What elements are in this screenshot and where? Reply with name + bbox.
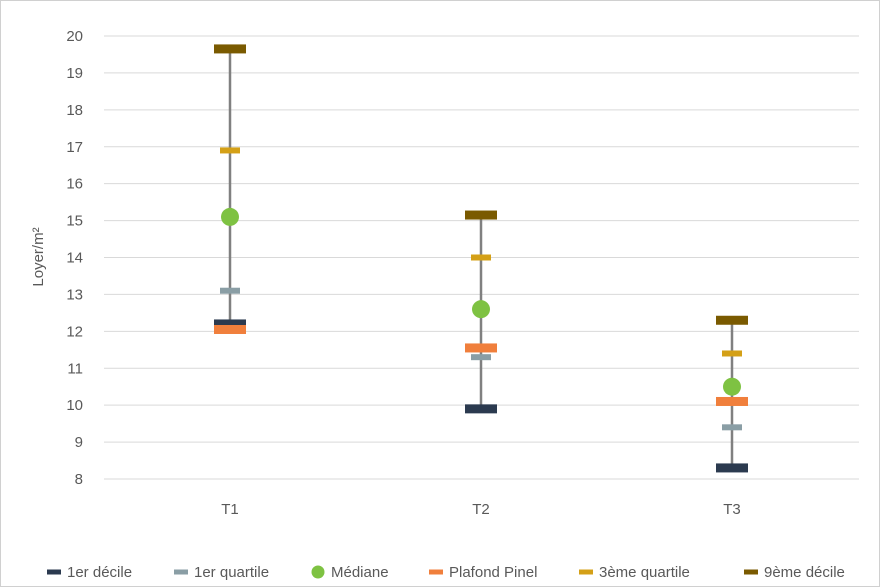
legend: 1er décile 1er quartile Médiane Plafond Pin…	[47, 564, 845, 581]
mark-3-me-quartile	[220, 147, 240, 154]
x-tick-label: T2	[472, 501, 490, 518]
mark-plafond-pinel	[716, 396, 748, 406]
legend-label: Plafond Pinel	[449, 564, 537, 581]
legend-item-1er-quartile: 1er quartile	[174, 564, 269, 581]
legend-swatch	[579, 569, 593, 575]
mark-1er-quartile	[471, 354, 491, 361]
mark-m-diane	[472, 300, 490, 319]
legend-label: 3ème quartile	[599, 564, 690, 581]
y-tick-label: 20	[66, 28, 83, 45]
legend-swatch	[311, 565, 325, 579]
legend-item-1er-d-cile: 1er décile	[47, 564, 132, 581]
y-tick-label: 11	[67, 360, 83, 377]
y-tick-label: 10	[66, 397, 83, 414]
x-tick-label: T1	[221, 501, 239, 518]
data-marks	[214, 44, 748, 473]
y-axis-ticks: 8 9 10 11 12 13 14 15 16 17 18 19 20	[66, 28, 83, 488]
mark-plafond-pinel	[465, 343, 497, 353]
y-axis-label: Loyer/m²	[30, 227, 47, 286]
mark-m-diane	[723, 377, 741, 396]
legend-item-plafond-pinel: Plafond Pinel	[429, 564, 537, 581]
y-tick-label: 14	[66, 250, 83, 267]
y-tick-label: 13	[66, 286, 83, 303]
legend-swatch	[744, 569, 758, 575]
mark-3-me-quartile	[471, 254, 491, 261]
legend-label: Médiane	[331, 564, 389, 581]
legend-label: 1er décile	[67, 564, 132, 581]
mark-1er-d-cile	[465, 404, 497, 414]
legend-item-9-me-d-cile: 9ème décile	[744, 564, 845, 581]
mark-m-diane	[221, 207, 239, 226]
y-tick-label: 16	[66, 176, 83, 193]
legend-label: 1er quartile	[194, 564, 269, 581]
y-tick-label: 17	[66, 139, 83, 156]
legend-label: 9ème décile	[764, 564, 845, 581]
mark-plafond-pinel	[214, 324, 246, 334]
legend-swatch	[47, 569, 61, 575]
mark-1er-d-cile	[716, 463, 748, 473]
mark-9-me-d-cile	[214, 44, 246, 54]
legend-item-m-diane: Médiane	[311, 564, 389, 581]
legend-swatch	[429, 569, 443, 575]
y-tick-label: 18	[66, 102, 83, 119]
mark-1er-quartile	[220, 287, 240, 294]
y-tick-label: 12	[66, 323, 83, 340]
mark-1er-quartile	[722, 424, 742, 431]
y-tick-label: 9	[75, 434, 83, 451]
x-tick-label: T3	[723, 501, 741, 518]
legend-item-3-me-quartile: 3ème quartile	[579, 564, 690, 581]
mark-3-me-quartile	[722, 350, 742, 357]
x-axis-ticks: T1 T2 T3	[221, 501, 741, 518]
y-tick-label: 8	[75, 471, 83, 488]
mark-9-me-d-cile	[716, 315, 748, 325]
y-tick-label: 15	[66, 213, 83, 230]
mark-9-me-d-cile	[465, 210, 497, 220]
mark-1er-d-cile	[214, 319, 246, 329]
legend-swatch	[174, 569, 188, 575]
y-tick-label: 19	[66, 65, 83, 82]
